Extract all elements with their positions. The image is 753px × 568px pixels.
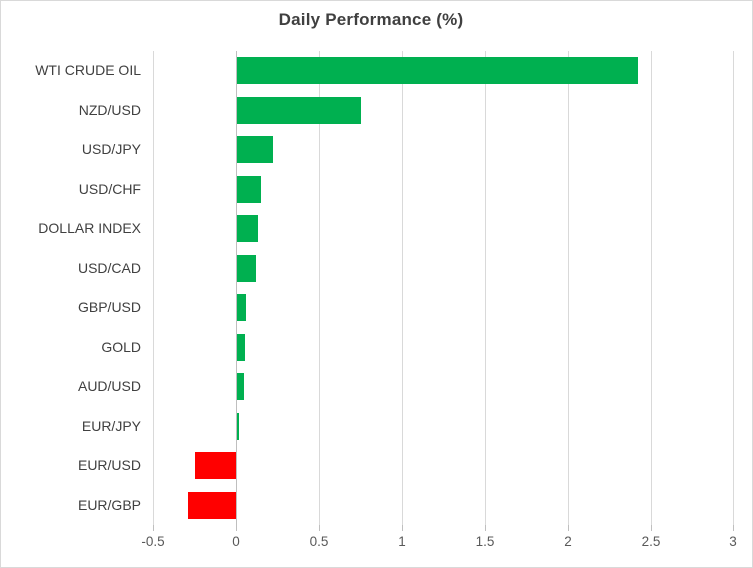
category-label-gold: GOLD xyxy=(101,338,141,355)
x-tick-label: 3 xyxy=(729,534,737,549)
bar-gbp-usd xyxy=(236,294,246,322)
chart-title: Daily Performance (%) xyxy=(278,10,464,29)
bar-dollar-index xyxy=(236,215,258,243)
bar-eur-usd xyxy=(194,452,236,480)
category-label-eur-usd: EUR/USD xyxy=(77,457,141,473)
gridline xyxy=(319,51,320,525)
bar-usd-jpy xyxy=(236,136,273,164)
x-tick-mark xyxy=(733,525,734,531)
x-tick-mark xyxy=(568,525,569,531)
category-label-gbp-usd: GBP/USD xyxy=(77,299,141,315)
gridline xyxy=(485,51,486,525)
value-axis-line xyxy=(236,51,237,525)
gridline xyxy=(733,51,734,525)
bar-usd-chf xyxy=(236,175,261,203)
x-tick-label: 0 xyxy=(232,534,240,549)
gridline xyxy=(402,51,403,525)
x-tick-label: 2 xyxy=(564,534,572,549)
x-tick-label: 2.5 xyxy=(641,534,661,549)
x-tick-mark xyxy=(319,525,320,531)
category-label-eur-jpy: EUR/JPY xyxy=(81,417,141,434)
category-label-nzd-usd: NZD/USD xyxy=(78,101,141,118)
x-tick-label: 1 xyxy=(398,534,406,549)
gridline xyxy=(153,51,154,525)
bar-wti-crude-oil xyxy=(236,57,638,85)
x-tick-label: 0.5 xyxy=(309,534,329,549)
x-tick-mark xyxy=(485,525,486,531)
gridline xyxy=(651,51,652,525)
bar-eur-jpy xyxy=(236,412,240,440)
category-label-wti-crude-oil: WTI CRUDE OIL xyxy=(35,62,141,78)
bar-nzd-usd xyxy=(236,96,361,124)
category-axis: WTI CRUDE OIL NZD/USD USD/JPY USD/CHF DOLLAR… xyxy=(1,51,141,525)
bar-aud-usd xyxy=(236,373,245,401)
bar-eur-gbp xyxy=(187,491,236,519)
x-tick-mark xyxy=(153,525,154,531)
category-label-usd-chf: USD/CHF xyxy=(78,180,141,197)
x-tick-label: -0.5 xyxy=(141,534,165,549)
bar-gold xyxy=(236,333,246,361)
category-label-eur-gbp: EUR/GBP xyxy=(77,496,141,513)
x-tick-mark xyxy=(402,525,403,531)
x-tick-label: 1.5 xyxy=(475,534,495,549)
category-label-dollar-index: DOLLAR INDEX xyxy=(38,220,141,236)
x-tick-mark xyxy=(651,525,652,531)
bar-usd-cad xyxy=(236,254,256,282)
category-label-usd-jpy: USD/JPY xyxy=(81,141,141,157)
plot-area xyxy=(153,51,734,525)
category-label-aud-usd: AUD/USD xyxy=(77,378,141,394)
category-label-usd-cad: USD/CAD xyxy=(77,259,141,276)
gridline xyxy=(568,51,569,525)
x-tick-mark xyxy=(236,525,237,531)
